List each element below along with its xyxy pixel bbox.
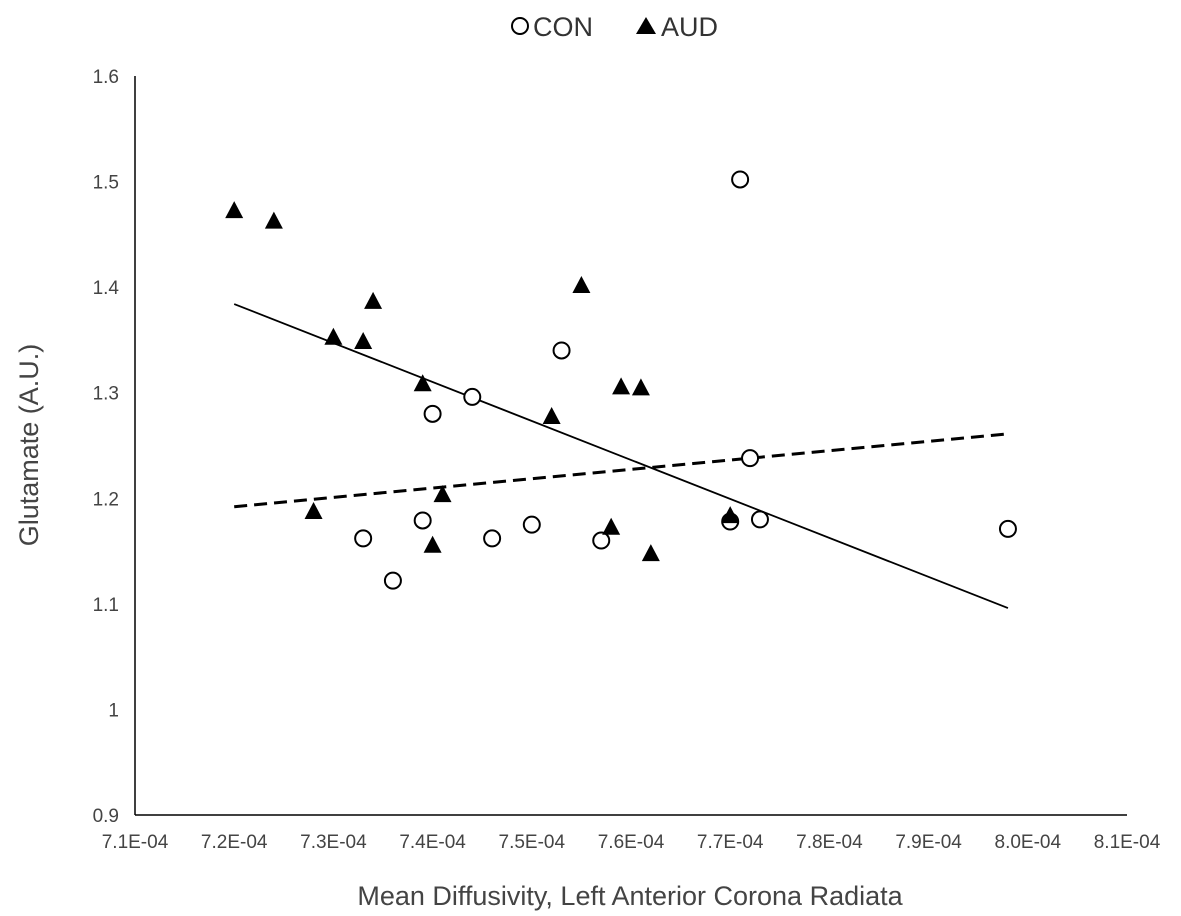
- data-point-con: [998, 519, 1017, 538]
- y-tick-label: 0.9: [93, 806, 119, 827]
- data-point-aud: [354, 331, 373, 349]
- data-point-aud: [433, 485, 452, 503]
- y-tick-label: 1.3: [93, 384, 119, 405]
- x-tick-label: 7.8E-04: [796, 832, 863, 853]
- x-tick-label: 7.5E-04: [499, 832, 566, 853]
- data-points: [225, 170, 1017, 590]
- x-tick-label: 8.0E-04: [995, 832, 1062, 853]
- data-point-aud: [225, 201, 244, 219]
- data-point-aud: [324, 327, 343, 345]
- y-tick-label: 1.2: [93, 489, 119, 510]
- x-tick-label: 7.1E-04: [102, 832, 169, 853]
- data-point-con: [552, 341, 571, 360]
- data-point-aud: [641, 544, 660, 562]
- data-point-con: [413, 511, 432, 530]
- data-point-con: [463, 387, 482, 406]
- y-axis-title: Glutamate (A.U.): [14, 344, 44, 547]
- x-tick-label: 7.6E-04: [598, 832, 665, 853]
- y-tick-label: 1.4: [93, 278, 120, 299]
- trendline-con: [234, 432, 1009, 509]
- data-point-con: [731, 170, 750, 189]
- data-point-aud: [602, 517, 621, 535]
- data-point-con: [483, 529, 502, 548]
- trendline-aud: [233, 303, 1009, 609]
- y-tick-label: 1: [108, 700, 119, 721]
- x-tick-label: 8.1E-04: [1094, 832, 1161, 853]
- trendlines: [233, 303, 1009, 609]
- legend-label-aud: AUD: [661, 12, 718, 42]
- y-tick-labels: 0.9 1 1.1 1.2 1.3 1.4 1.5 1.6: [93, 67, 120, 827]
- y-tick-label: 1.6: [93, 67, 119, 88]
- data-point-aud: [413, 374, 432, 392]
- data-point-con: [354, 529, 373, 548]
- data-point-aud: [423, 535, 442, 553]
- data-point-con: [750, 510, 769, 529]
- legend: CON AUD: [511, 12, 718, 42]
- x-tick-label: 7.9E-04: [895, 832, 962, 853]
- legend-marker-aud: [636, 17, 656, 34]
- data-point-aud: [542, 406, 561, 424]
- legend-label-con: CON: [533, 12, 593, 42]
- x-tick-label: 7.2E-04: [201, 832, 268, 853]
- x-tick-label: 7.7E-04: [697, 832, 764, 853]
- data-point-aud: [264, 211, 283, 229]
- data-point-aud: [304, 501, 323, 519]
- legend-marker-con: [511, 17, 529, 35]
- x-tick-label: 7.3E-04: [300, 832, 367, 853]
- data-point-con: [383, 571, 402, 590]
- data-point-aud: [721, 506, 740, 524]
- x-tick-labels: 7.1E-04 7.2E-04 7.3E-04 7.4E-04 7.5E-04 7.6E-…: [102, 832, 1161, 853]
- data-point-con: [423, 404, 442, 423]
- data-point-con: [741, 449, 760, 468]
- data-point-con: [522, 515, 541, 534]
- data-point-aud: [364, 291, 383, 309]
- x-axis-title: Mean Diffusivity, Left Anterior Corona R…: [357, 881, 903, 911]
- data-point-con: [592, 531, 611, 550]
- x-tick-label: 7.4E-04: [399, 832, 466, 853]
- y-tick-label: 1.5: [93, 173, 119, 194]
- y-tick-label: 1.1: [93, 595, 119, 616]
- data-point-aud: [631, 378, 650, 396]
- data-point-aud: [612, 377, 631, 395]
- data-point-aud: [572, 276, 591, 294]
